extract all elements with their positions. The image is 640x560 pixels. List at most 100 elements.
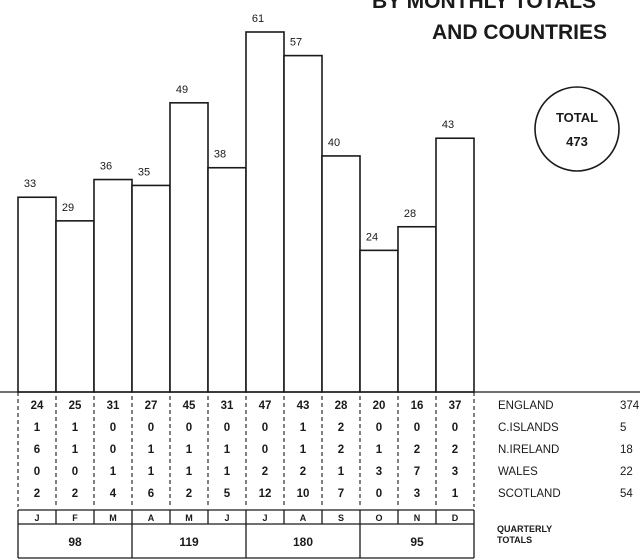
table-cell: 25 <box>69 400 82 412</box>
table-cell: 0 <box>72 466 78 478</box>
bar-7 <box>283 54 323 393</box>
table-cell: 1 <box>72 444 79 456</box>
table-cell: 3 <box>414 488 420 500</box>
bar-value-label: 29 <box>62 202 74 214</box>
table-cell: 10 <box>297 488 310 500</box>
table-cell: 2 <box>452 444 458 456</box>
table-cell: 6 <box>148 488 154 500</box>
table-cell: 2 <box>186 488 192 500</box>
table-cell: 2 <box>300 466 306 478</box>
table-cell: 1 <box>34 422 41 434</box>
table-cell: 0 <box>186 422 192 434</box>
bar-value-label: 24 <box>366 231 378 243</box>
table-cell: 20 <box>373 400 386 412</box>
bar-value-label: 38 <box>214 149 226 161</box>
table-cell: 0 <box>110 444 116 456</box>
country-total: 54 <box>620 488 633 500</box>
quarterly-label-line1: QUARTERLY <box>497 524 552 534</box>
table-cell: 2 <box>34 488 40 500</box>
country-name: C.ISLANDS <box>498 422 559 434</box>
month-label: J <box>34 513 39 523</box>
table-cell: 1 <box>72 422 79 434</box>
table-cell: 28 <box>335 400 348 412</box>
month-label: N <box>414 513 421 523</box>
table-cell: 1 <box>300 444 307 456</box>
total-circle <box>534 86 620 172</box>
bar-5 <box>207 166 247 393</box>
table-cell: 47 <box>259 400 272 412</box>
total-circle-value: 473 <box>566 134 588 149</box>
chart-title-line2: AND COUNTRIES <box>432 21 607 44</box>
table-cell: 2 <box>414 444 420 456</box>
bar-value-label: 61 <box>252 13 264 25</box>
month-label: J <box>224 513 229 523</box>
table-cell: 37 <box>449 400 462 412</box>
month-label: M <box>185 513 193 523</box>
bar-3 <box>131 184 171 393</box>
table-cell: 0 <box>414 422 420 434</box>
bar-value-label: 57 <box>290 37 302 49</box>
table-cell: 27 <box>145 400 158 412</box>
bar-0 <box>17 196 57 393</box>
month-label: M <box>109 513 117 523</box>
table-cell: 0 <box>262 422 268 434</box>
table-cell: 12 <box>259 488 272 500</box>
bar-value-label: 43 <box>442 119 454 131</box>
month-label: D <box>452 513 459 523</box>
table-cell: 1 <box>224 444 231 456</box>
quarterly-total: 98 <box>68 535 82 549</box>
table-cell: 1 <box>338 466 345 478</box>
table-cell: 0 <box>110 422 116 434</box>
table-cell: 0 <box>262 444 268 456</box>
bar-8 <box>321 155 361 393</box>
table-cell: 24 <box>31 400 44 412</box>
country-name: SCOTLAND <box>498 488 561 500</box>
table-cell: 7 <box>414 466 420 478</box>
table-cell: 2 <box>262 466 268 478</box>
bar-6 <box>245 31 285 393</box>
bar-10 <box>397 225 437 393</box>
table-cell: 4 <box>110 488 117 500</box>
country-name: N.IRELAND <box>498 444 559 456</box>
bar-value-label: 33 <box>24 178 36 190</box>
table-cell: 1 <box>148 444 155 456</box>
bar-value-label: 36 <box>100 161 112 173</box>
table-cell: 0 <box>224 422 230 434</box>
quarterly-label-line2: TOTALS <box>497 535 532 545</box>
bar-value-label: 40 <box>328 137 340 149</box>
bar-9 <box>359 249 399 393</box>
bar-value-label: 49 <box>176 84 188 96</box>
total-circle-label: TOTAL <box>556 110 598 125</box>
table-cell: 1 <box>300 422 307 434</box>
quarterly-total: 119 <box>179 535 199 549</box>
month-label: S <box>338 513 344 523</box>
table-cell: 6 <box>34 444 40 456</box>
table-cell: 0 <box>376 422 382 434</box>
month-label: A <box>300 513 307 523</box>
table-cell: 1 <box>148 466 155 478</box>
bar-4 <box>169 102 209 393</box>
table-cell: 7 <box>338 488 344 500</box>
table-cell: 0 <box>148 422 154 434</box>
table-cell: 2 <box>72 488 78 500</box>
country-total: 5 <box>620 422 626 434</box>
table-cell: 2 <box>338 444 344 456</box>
country-total: 22 <box>620 466 633 478</box>
table-cell: 3 <box>376 466 382 478</box>
country-name: ENGLAND <box>498 400 554 412</box>
bar-value-label: 28 <box>404 208 416 220</box>
table-cell: 43 <box>297 400 310 412</box>
country-total: 18 <box>620 444 633 456</box>
table-cell: 0 <box>34 466 40 478</box>
bar-11 <box>435 137 475 393</box>
table-cell: 1 <box>110 466 117 478</box>
table-cell: 1 <box>376 444 383 456</box>
bar-value-label: 35 <box>138 166 150 178</box>
table-cell: 0 <box>376 488 382 500</box>
table-cell: 1 <box>452 488 459 500</box>
table-cell: 1 <box>186 466 193 478</box>
table-cell: 45 <box>183 400 196 412</box>
table-cell: 31 <box>221 400 234 412</box>
bar-2 <box>93 178 133 393</box>
